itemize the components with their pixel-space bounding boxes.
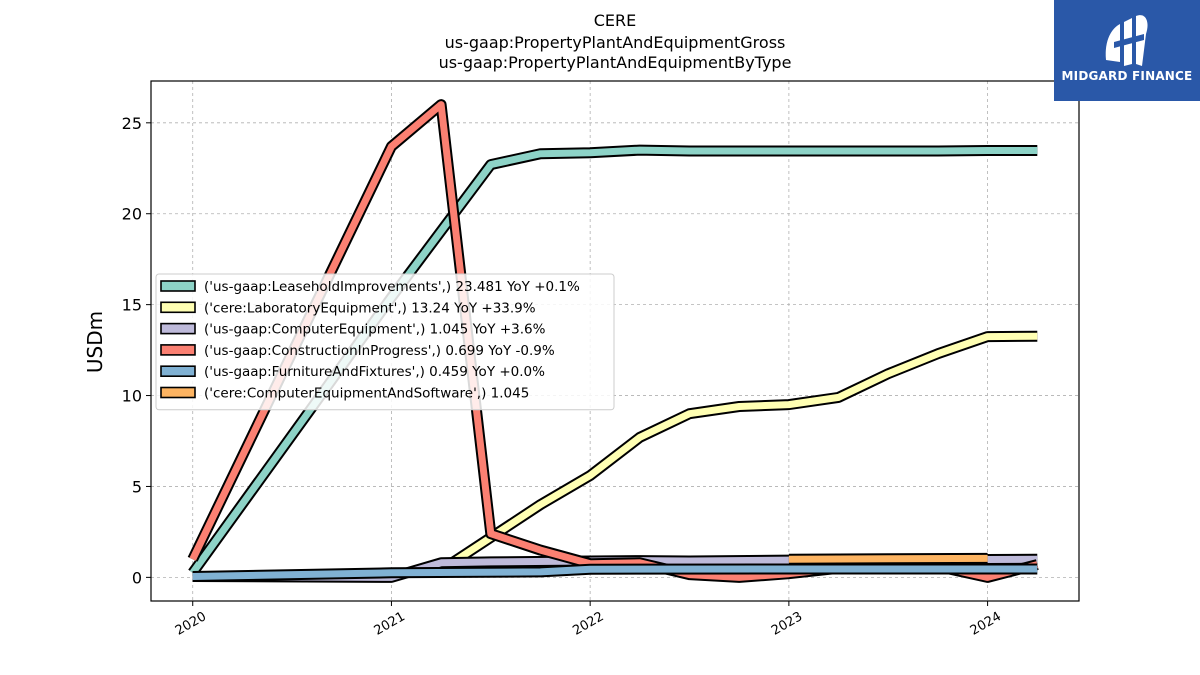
y-axis-label: USDm (83, 311, 107, 373)
x-tick-label: 2024 (968, 609, 1004, 639)
legend-label: ('cere:ComputerEquipmentAndSoftware',) 1… (204, 386, 529, 402)
chart-title-line-3: us-gaap:PropertyPlantAndEquipmentByType (439, 53, 792, 72)
legend-swatch (160, 386, 196, 399)
x-tick-label: 2020 (173, 609, 209, 639)
series-line (788, 554, 988, 563)
y-tick-label: 10 (122, 387, 142, 406)
logo-mark-icon (1105, 15, 1148, 66)
legend-label: ('cere:LaboratoryEquipment',) 13.24 YoY … (204, 300, 536, 316)
series-layer (187, 99, 1039, 583)
plot-frame (150, 80, 1080, 602)
legend-swatch (160, 365, 196, 378)
legend-swatch (160, 344, 196, 356)
series-line (439, 332, 1038, 574)
series-line (189, 146, 1038, 575)
chart-title-line-2: us-gaap:PropertyPlantAndEquipmentGross (445, 33, 786, 52)
legend-label: ('us-gaap:ComputerEquipment',) 1.045 YoY… (204, 322, 546, 338)
x-tick-label: 2023 (769, 609, 805, 639)
legend-box (155, 273, 615, 411)
legend-swatch (160, 322, 196, 335)
legend-swatch (160, 301, 196, 314)
y-tick-label: 15 (122, 296, 142, 315)
series-line (192, 565, 1038, 580)
y-tick-label: 25 (122, 114, 142, 133)
y-tick-label: 5 (132, 477, 142, 496)
x-tick-label: 2021 (372, 609, 408, 639)
x-tick-label: 2022 (570, 609, 606, 639)
y-tick-label: 0 (132, 568, 142, 587)
brand-logo: MIDGARD FINANCE (1054, 0, 1200, 101)
legend-swatch (160, 280, 196, 292)
legend: ('us-gaap:LeaseholdImprovements',) 23.48… (155, 273, 615, 411)
legend-label: ('us-gaap:LeaseholdImprovements',) 23.48… (204, 279, 580, 295)
legend-label: ('us-gaap:ConstructionInProgress',) 0.69… (204, 343, 555, 359)
chart-title-line-1: CERE (594, 11, 637, 30)
legend-label: ('us-gaap:FurnitureAndFixtures',) 0.459 … (204, 364, 545, 380)
y-tick-label: 20 (122, 205, 142, 224)
brand-name: MIDGARD FINANCE (1061, 69, 1193, 83)
